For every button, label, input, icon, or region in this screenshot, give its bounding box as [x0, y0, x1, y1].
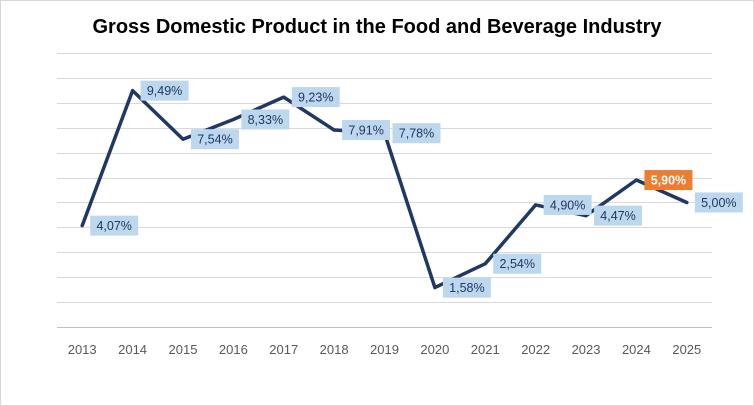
data-label: 7,78%: [392, 123, 441, 144]
data-label-box: [594, 205, 643, 226]
data-label: 7,91%: [342, 119, 391, 140]
x-tick-label: 2025: [672, 342, 701, 357]
x-tick-label: 2023: [572, 342, 601, 357]
data-label-text: 1,58%: [449, 281, 484, 295]
data-label-text: 8,33%: [248, 113, 283, 127]
data-label-box: [694, 192, 743, 213]
data-label-box: [190, 129, 239, 150]
data-label-box: [291, 87, 340, 108]
data-label-text: 9,23%: [298, 91, 333, 105]
data-label: 4,07%: [90, 215, 139, 236]
data-label-highlighted: 5,90%: [644, 170, 693, 191]
data-label-box: [644, 170, 693, 191]
x-tick-label: 2024: [622, 342, 651, 357]
data-label: 2,54%: [493, 253, 542, 274]
data-label: 1,58%: [442, 277, 491, 298]
x-tick-label: 2014: [118, 342, 147, 357]
chart-title: Gross Domestic Product in the Food and B…: [92, 16, 662, 38]
data-labels: 4,07% 9,49% 7,54% 8,33% 9,23% 7,91% 7,78% 1,58%…: [90, 80, 743, 298]
x-tick-label: 2013: [68, 342, 97, 357]
x-tick-label: 2020: [420, 342, 449, 357]
data-label-text: 7,78%: [399, 127, 434, 141]
data-label-text: 2,54%: [500, 257, 535, 271]
data-label-box: [342, 119, 391, 140]
data-label-text: 5,00%: [701, 196, 736, 210]
data-label-text: 7,91%: [348, 123, 383, 137]
data-label-box: [392, 123, 441, 144]
x-tick-label: 2017: [269, 342, 298, 357]
x-tick-label: 2015: [169, 342, 198, 357]
data-label: 9,49%: [140, 80, 189, 101]
data-label: 4,47%: [594, 205, 643, 226]
data-label-text: 9,49%: [147, 84, 182, 98]
x-tick-label: 2022: [521, 342, 550, 357]
data-label-text: 4,07%: [96, 219, 131, 233]
x-tick-label: 2021: [471, 342, 500, 357]
x-tick-label: 2016: [219, 342, 248, 357]
data-label: 5,00%: [694, 192, 743, 213]
data-label-text: 7,54%: [197, 133, 232, 147]
data-label: 4,90%: [543, 194, 592, 215]
data-label-box: [543, 194, 592, 215]
data-label-text: 4,90%: [550, 198, 585, 212]
data-label: 8,33%: [241, 109, 290, 130]
data-label-box: [241, 109, 290, 130]
data-label-box: [140, 80, 189, 101]
data-label-text: 4,47%: [600, 209, 635, 223]
data-label: 9,23%: [291, 87, 340, 108]
x-axis-ticks: 2013 2014 2015 2016 2017 2018 2019 2020 2021 2022…: [68, 342, 702, 357]
data-label-box: [90, 215, 139, 236]
x-tick-label: 2019: [370, 342, 399, 357]
data-label-text: 5,90%: [651, 174, 686, 188]
data-label: 7,54%: [190, 129, 239, 150]
data-label-box: [493, 253, 542, 274]
gridlines: [57, 53, 712, 328]
data-label-box: [442, 277, 491, 298]
x-tick-label: 2018: [320, 342, 349, 357]
